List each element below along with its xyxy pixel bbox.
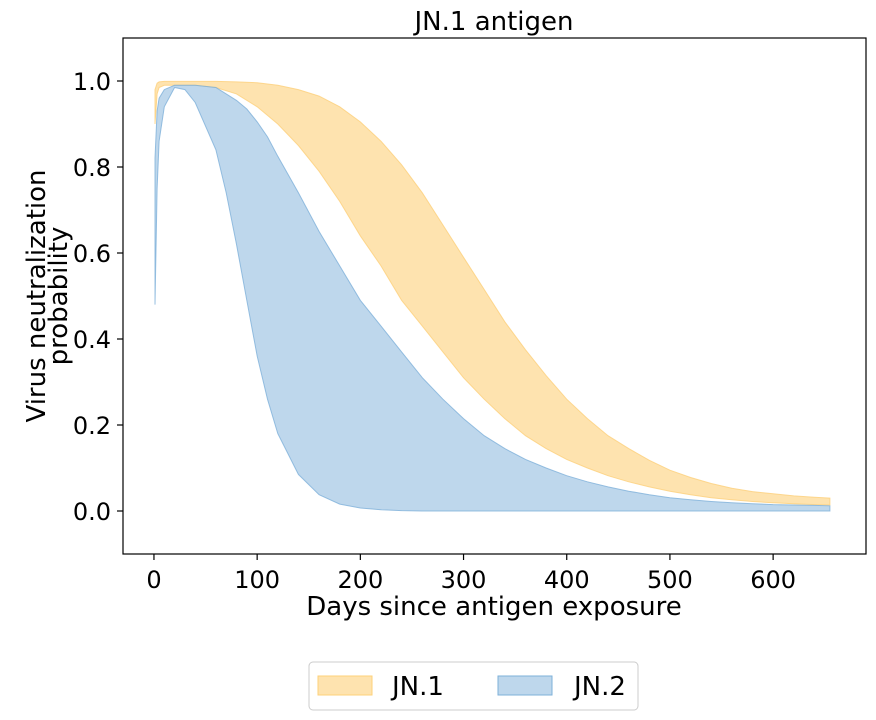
y-tick-label: 1.0 [73, 68, 111, 96]
legend-label-jn2: JN.2 [572, 672, 626, 702]
legend-label-jn1: JN.1 [390, 672, 444, 702]
y-axis-label-line2: probability [44, 227, 74, 366]
x-tick-label: 600 [750, 566, 796, 594]
x-tick-label: 200 [337, 566, 383, 594]
y-tick-label: 0.8 [73, 154, 111, 182]
x-axis: 0 100 200 300 400 500 600 [146, 554, 796, 594]
x-tick-label: 300 [441, 566, 487, 594]
y-axis-label-line1: Virus neutralization [22, 169, 52, 422]
legend: JN.1 JN.2 [308, 661, 639, 711]
series-layer [154, 80, 831, 512]
series-band-jn2 [154, 84, 831, 512]
chart-title: JN.1 antigen [413, 7, 574, 37]
plot-area [122, 37, 867, 555]
y-tick-label: 0.0 [73, 498, 111, 526]
x-tick-label: 500 [647, 566, 693, 594]
legend-swatch-jn1 [317, 675, 373, 696]
y-axis-label: Virus neutralization probability [22, 169, 74, 422]
y-axis: 0.0 0.2 0.4 0.6 0.8 1.0 [73, 68, 123, 526]
legend-box [308, 661, 639, 711]
x-tick-label: 0 [146, 566, 161, 594]
series-band-jn1 [154, 80, 831, 506]
x-tick-label: 100 [234, 566, 280, 594]
legend-swatch-jn2 [497, 675, 553, 696]
x-tick-label: 400 [544, 566, 590, 594]
y-tick-label: 0.6 [73, 240, 111, 268]
y-tick-label: 0.2 [73, 412, 111, 440]
y-tick-label: 0.4 [73, 326, 111, 354]
x-axis-label: Days since antigen exposure [306, 592, 682, 622]
plot-frame [122, 37, 867, 555]
